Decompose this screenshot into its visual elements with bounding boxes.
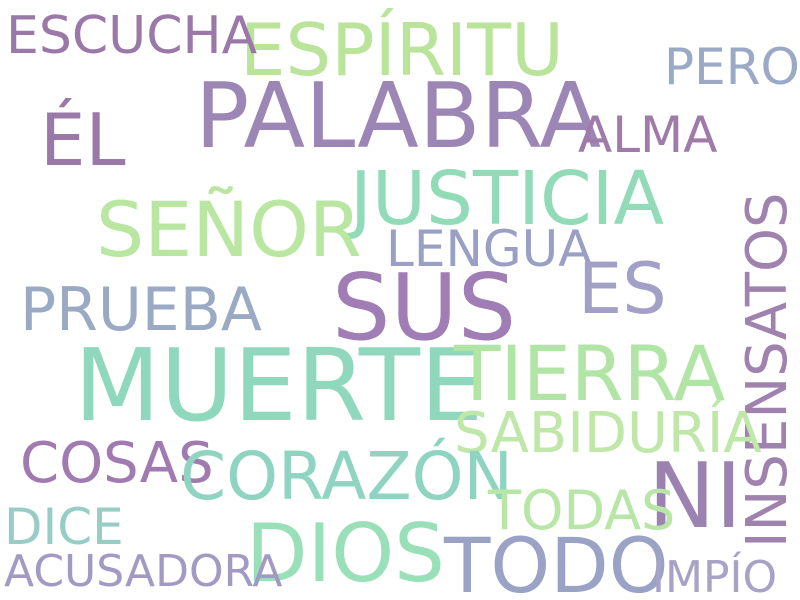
word-justicia: JUSTICIA <box>350 156 665 242</box>
word-palabra: PALABRA <box>195 64 602 169</box>
word-es: ES <box>578 248 667 330</box>
word-escucha: ESCUCHA <box>6 6 258 66</box>
word-cosas: COSAS <box>20 431 214 496</box>
word-sabiduria: SABIDURÍA <box>454 401 762 466</box>
word-dios: DIOS <box>246 507 445 600</box>
word-senor: SEÑOR <box>96 185 362 274</box>
word-tierra: TIERRA <box>454 329 726 418</box>
word-ni: NI <box>648 444 742 549</box>
word-impio: IMPÍO <box>652 552 778 600</box>
word-sus: SUS <box>332 254 517 361</box>
word-insensatos: INSENSATOS <box>735 192 800 548</box>
word-alma: ALMA <box>578 106 718 164</box>
word-todo: TODO <box>444 521 669 600</box>
word-lengua: LENGUA <box>386 220 593 278</box>
word-dice: DICE <box>4 498 124 556</box>
word-corazon: CORAZÓN <box>180 438 513 515</box>
word-muerte: MUERTE <box>74 327 484 444</box>
word-prueba: PRUEBA <box>20 275 262 345</box>
word-espiritu: ESPÍRITU <box>240 8 564 92</box>
word-el: ÉL <box>40 98 126 182</box>
word-todas: TODAS <box>488 479 676 542</box>
word-pero: PERO <box>664 38 800 96</box>
word-acusadora: ACUSADORA <box>4 546 283 597</box>
